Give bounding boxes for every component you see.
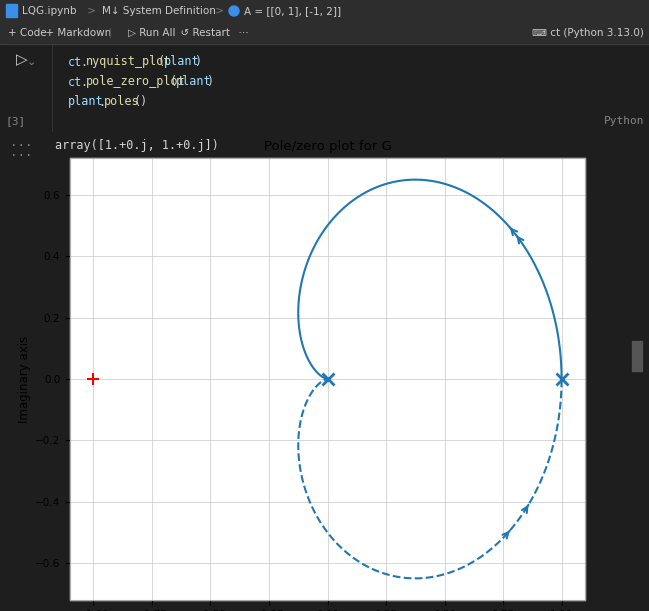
Text: plant: plant: [176, 76, 212, 89]
Text: M↓ System Definition: M↓ System Definition: [102, 6, 216, 16]
Text: (: (: [158, 56, 165, 68]
Circle shape: [229, 6, 239, 16]
Text: plant: plant: [68, 95, 104, 109]
Text: >: >: [212, 6, 227, 16]
Text: ct: ct: [68, 56, 82, 68]
Text: [3]: [3]: [6, 116, 26, 126]
Text: ···: ···: [10, 150, 32, 163]
Text: (): (): [134, 95, 148, 109]
Text: plant: plant: [164, 56, 200, 68]
Bar: [0, 22, 649, 44]
Text: ▷ Run All: ▷ Run All: [128, 28, 175, 38]
Text: poles: poles: [104, 95, 140, 109]
Text: ct: ct: [68, 76, 82, 89]
Bar: [0, 44, 649, 131]
Title: Pole/zero plot for G: Pole/zero plot for G: [263, 140, 391, 153]
Text: .: .: [80, 56, 87, 68]
Text: |: |: [102, 27, 118, 38]
Text: ···: ···: [10, 139, 32, 152]
Text: nyquist_plot: nyquist_plot: [86, 56, 171, 68]
Text: ↺ Restart: ↺ Restart: [175, 28, 230, 38]
Bar: [70, 158, 585, 600]
Text: LQG.ipynb: LQG.ipynb: [22, 6, 77, 16]
Bar: [6, 4, 17, 17]
Text: ⌨ ct (Python 3.13.0): ⌨ ct (Python 3.13.0): [532, 28, 644, 38]
Text: ): ): [194, 56, 201, 68]
Text: ▷: ▷: [16, 53, 28, 67]
Text: + Markdown: + Markdown: [39, 28, 112, 38]
Text: pole_zero_plot: pole_zero_plot: [86, 76, 186, 89]
Text: array([1.+0.j, 1.+0.j]): array([1.+0.j, 1.+0.j]): [55, 139, 219, 152]
Text: (: (: [170, 76, 177, 89]
Bar: [0, 0, 649, 22]
Text: ): ): [206, 76, 213, 89]
Text: A = [[0, 1], [-1, 2]]: A = [[0, 1], [-1, 2]]: [244, 6, 341, 16]
Text: ⌄: ⌄: [27, 57, 36, 67]
Text: >: >: [84, 6, 99, 16]
Y-axis label: Imaginary axis: Imaginary axis: [18, 335, 31, 423]
Text: + Code: + Code: [8, 28, 47, 38]
Text: .: .: [98, 95, 105, 109]
Text: ···: ···: [232, 28, 248, 38]
Bar: [632, 341, 642, 371]
Text: Python: Python: [604, 116, 644, 126]
Text: .: .: [80, 76, 87, 89]
